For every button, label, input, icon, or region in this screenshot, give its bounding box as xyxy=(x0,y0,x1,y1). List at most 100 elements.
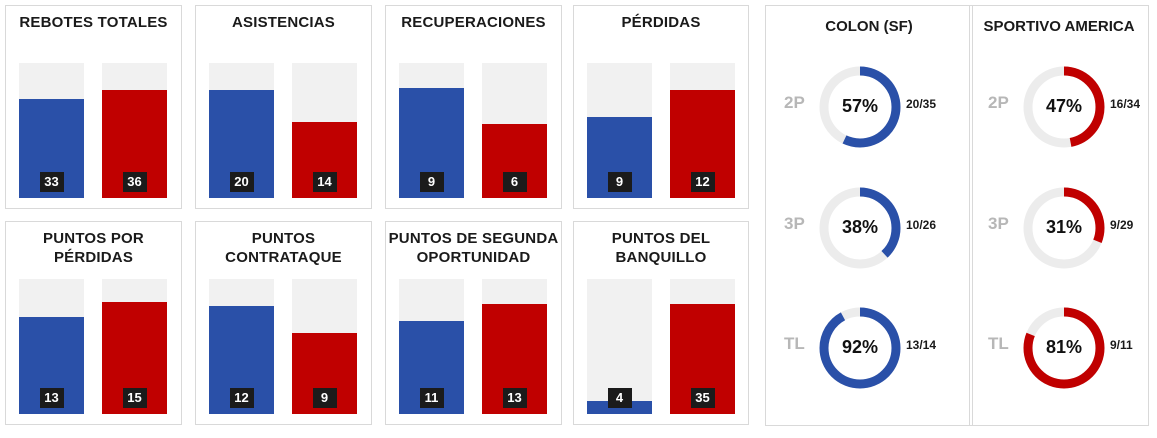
stat-title: ASISTENCIAS xyxy=(196,13,371,32)
bar-track-home: 9 xyxy=(587,63,652,198)
shot-ratio: 10/26 xyxy=(906,218,937,232)
shooting-row: TL 81% 9/11 xyxy=(970,306,1148,390)
shot-percentage: 81% xyxy=(1045,337,1083,357)
bar-value-label: 35 xyxy=(690,388,715,408)
stat-card: PÉRDIDAS 9 12 xyxy=(573,5,749,209)
stat-title-line: REBOTES TOTALES xyxy=(19,14,168,31)
donut-arc xyxy=(1023,307,1105,389)
shot-ratio: 16/34 xyxy=(1110,97,1141,111)
bar-track-away: 36 xyxy=(102,63,167,198)
stat-title-line: OPORTUNIDAD xyxy=(416,249,531,266)
shot-donut: 38% xyxy=(818,186,902,270)
bar-value-label: 9 xyxy=(607,172,632,192)
bar-track-home: 20 xyxy=(209,63,274,198)
stat-card: ASISTENCIAS 20 14 xyxy=(195,5,372,209)
stat-title-line: PUNTOS POR PÉRDIDAS xyxy=(43,230,144,266)
bar-value-label: 13 xyxy=(502,388,527,408)
stat-title: PUNTOS DEL BANQUILLO xyxy=(574,229,748,267)
stat-title: RECUPERACIONES xyxy=(386,13,561,32)
donut-arc xyxy=(1023,187,1105,269)
shot-donut: 92% xyxy=(818,306,902,390)
bar-track-away: 6 xyxy=(482,63,547,198)
stat-title-line: BANQUILLO xyxy=(615,249,707,266)
team-name: SPORTIVO AMERICA xyxy=(983,18,1135,35)
team-card-home: COLON (SF) 2P 57% 20/35 3P 38% 10/26 TL 92% 13/14 xyxy=(765,5,973,426)
stat-card: PUNTOS DE SEGUNDA OPORTUNIDAD 11 13 xyxy=(385,221,562,425)
bar-track-away: 9 xyxy=(292,279,357,414)
stat-card: RECUPERACIONES 9 6 xyxy=(385,5,562,209)
bar-track-home: 4 xyxy=(587,279,652,414)
bar-value-label: 15 xyxy=(122,388,147,408)
shot-percentage: 92% xyxy=(841,337,879,357)
donut-chart xyxy=(1023,66,1105,148)
bar-track-away: 12 xyxy=(670,63,735,198)
bar-value-label: 20 xyxy=(229,172,254,192)
stat-card: REBOTES TOTALES 33 36 xyxy=(5,5,182,209)
bar-value-label: 9 xyxy=(419,172,444,192)
shot-donut: 81% xyxy=(1022,306,1106,390)
shot-ratio: 9/11 xyxy=(1110,338,1133,352)
shot-category: 3P xyxy=(784,214,805,233)
shot-donut: 31% xyxy=(1022,186,1106,270)
shot-ratio: 13/14 xyxy=(906,338,937,352)
shot-category: 3P xyxy=(988,214,1009,233)
stat-title-line: PÉRDIDAS xyxy=(621,14,701,31)
shooting-row: 3P 38% 10/26 xyxy=(766,186,972,270)
bar-track-away: 14 xyxy=(292,63,357,198)
bar-track-home: 33 xyxy=(19,63,84,198)
bar-track-home: 11 xyxy=(399,279,464,414)
bar-value-label: 11 xyxy=(419,388,444,408)
stat-title-line: ASISTENCIAS xyxy=(231,14,336,31)
shot-category: TL xyxy=(784,334,805,353)
donut-arc xyxy=(1023,66,1105,148)
donut-arc xyxy=(819,66,901,148)
donut-chart xyxy=(819,307,901,389)
stat-title-line: PUNTOS DEL xyxy=(611,230,711,247)
shot-percentage: 38% xyxy=(841,217,879,237)
shooting-row: TL 92% 13/14 xyxy=(766,306,972,390)
shot-donut: 57% xyxy=(818,65,902,149)
stat-title: PÉRDIDAS xyxy=(574,13,748,32)
bar-track-away: 35 xyxy=(670,279,735,414)
shot-ratio: 9/29 xyxy=(1110,218,1134,232)
stat-title: PUNTOS POR PÉRDIDAS xyxy=(6,229,181,267)
stat-title-line: PUNTOS DE SEGUNDA xyxy=(388,230,559,247)
shot-percentage: 57% xyxy=(841,96,879,116)
bar-track-away: 15 xyxy=(102,279,167,414)
stat-card: PUNTOS POR PÉRDIDAS 13 15 xyxy=(5,221,182,425)
bar-value-label: 12 xyxy=(229,388,254,408)
donut-arc xyxy=(819,307,901,389)
shot-category: 2P xyxy=(784,93,805,112)
bar-track-home: 12 xyxy=(209,279,274,414)
shot-category: TL xyxy=(988,334,1009,353)
stat-title: REBOTES TOTALES xyxy=(6,13,181,32)
bar-value-label: 33 xyxy=(39,172,64,192)
bar-track-home: 9 xyxy=(399,63,464,198)
shooting-row: 2P 47% 16/34 xyxy=(970,65,1148,149)
bar-value-label: 36 xyxy=(122,172,147,192)
shooting-row: 3P 31% 9/29 xyxy=(970,186,1148,270)
bar-value-label: 12 xyxy=(690,172,715,192)
team-card-away: SPORTIVO AMERICA 2P 47% 16/34 3P 31% 9/29 TL 81%… xyxy=(969,5,1149,426)
shot-category: 2P xyxy=(988,93,1009,112)
bar-value-label: 13 xyxy=(39,388,64,408)
shooting-row: 2P 57% 20/35 xyxy=(766,65,972,149)
stat-title-line: PUNTOS CONTRATAQUE xyxy=(225,230,342,266)
stat-title-line: RECUPERACIONES xyxy=(401,14,546,31)
shot-percentage: 31% xyxy=(1045,217,1083,237)
bar-value-label: 14 xyxy=(312,172,337,192)
shot-percentage: 47% xyxy=(1045,96,1083,116)
donut-chart xyxy=(819,187,901,269)
bar-value-label: 9 xyxy=(312,388,337,408)
stat-title: PUNTOS CONTRATAQUE xyxy=(196,229,371,267)
bar-value-label: 6 xyxy=(502,172,527,192)
shot-donut: 47% xyxy=(1022,65,1106,149)
shot-ratio: 20/35 xyxy=(906,97,937,111)
donut-chart xyxy=(1023,187,1105,269)
stat-title: PUNTOS DE SEGUNDA OPORTUNIDAD xyxy=(386,229,561,267)
donut-arc xyxy=(819,187,901,269)
bar-track-away: 13 xyxy=(482,279,547,414)
bar-track-home: 13 xyxy=(19,279,84,414)
donut-chart xyxy=(819,66,901,148)
team-name: COLON (SF) xyxy=(825,18,913,35)
